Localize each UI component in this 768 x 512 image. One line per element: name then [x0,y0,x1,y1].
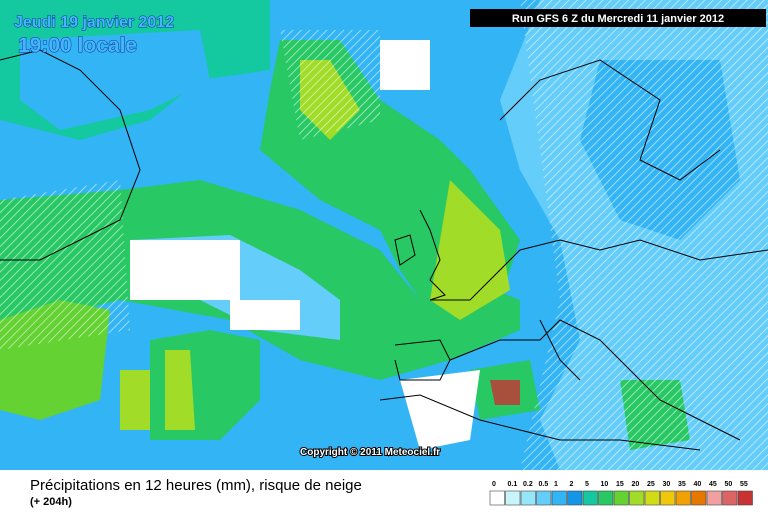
legend-label: 25 [647,481,655,488]
legend-swatch [520,490,536,506]
footer-title: Précipitations en 12 heures (mm), risque… [30,477,362,494]
legend-label: 45 [709,481,717,488]
legend-swatch [582,490,598,506]
legend-label: 15 [616,481,624,488]
legend-swatch [644,490,660,506]
local-time: 19:00 locale [18,34,137,57]
legend-label: 0.5 [539,481,549,488]
legend-label: 50 [725,481,733,488]
legend-label: 0.1 [508,481,518,488]
legend-swatch [706,490,722,506]
legend-label: 30 [663,481,671,488]
legend-label: 1 [554,481,558,488]
legend-label: 35 [678,481,686,488]
legend-swatch [489,490,505,506]
legend-label: 40 [694,481,702,488]
coastlines [0,49,768,451]
legend-swatch [660,490,676,506]
legend-label: 0.2 [523,481,533,488]
legend-swatch [536,490,552,506]
legend-swatch [551,490,567,506]
date: Jeudi 19 janvier 2012 [14,14,174,31]
legend-label: 5 [585,481,589,488]
legend-swatch [675,490,691,506]
legend-label: 10 [601,481,609,488]
run-box [470,9,766,27]
legend-swatch [722,490,738,506]
legend-label: 0 [492,481,496,488]
legend-label: 55 [740,481,748,488]
legend-label: 2 [570,481,574,488]
legend-swatch [691,490,707,506]
legend-swatch [629,490,645,506]
legend-swatch [505,490,521,506]
lead-time: (+ 204h) [30,496,72,508]
run-label: Run GFS 6 Z du Mercredi 11 janvier 2012 [512,13,724,25]
legend: 0 0.1 0.2 0.5 1 2 5 10 15 20 25 30 35 40 45 50 55 [489,481,753,506]
map [0,0,768,470]
copyright: Copyright © 2011 Meteociel.fr [300,447,440,458]
legend-swatch [598,490,614,506]
legend-swatch [613,490,629,506]
legend-swatch [567,490,583,506]
legend-swatch [737,490,753,506]
legend-label: 20 [632,481,640,488]
